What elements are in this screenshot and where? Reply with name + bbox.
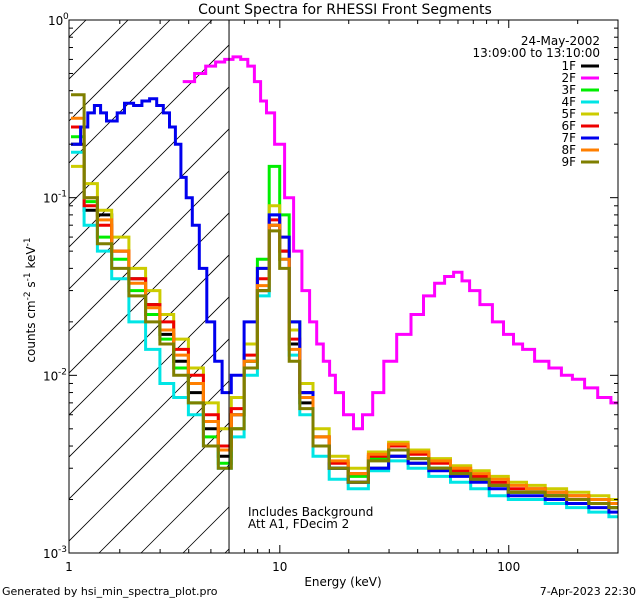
- hatch-line: [69, 212, 230, 374]
- y-tick-base: 10: [43, 547, 58, 561]
- y-tick-label: 10 -2: [43, 367, 67, 383]
- legend-label: 5F: [561, 107, 576, 121]
- x-axis-label: Energy (keV): [304, 575, 381, 589]
- x-tick-label: 100: [497, 560, 520, 574]
- legend-label: 6F: [561, 119, 576, 133]
- legend-label: 3F: [561, 83, 576, 97]
- hatch-line: [98, 422, 230, 553]
- hatch-line: [69, 20, 171, 122]
- plot-frame: [68, 19, 619, 554]
- y-tick-base: 10: [43, 192, 58, 206]
- observation-date: 24-May-2002: [521, 34, 600, 48]
- hatch-line: [69, 170, 230, 332]
- y-tick-exponent: 0: [63, 12, 69, 22]
- y-tick-exponent: -2: [58, 367, 67, 377]
- legend-label: 7F: [561, 131, 576, 145]
- hatch-line: [69, 128, 230, 290]
- y-axis-label: counts cm-2 s-1 keV-1: [23, 237, 38, 362]
- footer-generator: Generated by hsi_min_spectra_plot.pro: [2, 585, 218, 598]
- hatch-line: [69, 380, 230, 542]
- series-line-2F: [182, 55, 618, 431]
- legend-label: 1F: [561, 59, 576, 73]
- y-tick-exponent: -1: [58, 190, 67, 200]
- y-tick-exponent: -3: [58, 545, 67, 555]
- hatch-line: [69, 338, 230, 500]
- chart-title: Count Spectra for RHESSI Front Segments: [198, 2, 492, 18]
- legend-label: 2F: [561, 71, 576, 85]
- attenuator-annotation: Att A1, FDecim 2: [248, 517, 349, 531]
- y-tick-base: 10: [48, 14, 63, 28]
- legend-label: 4F: [561, 95, 576, 109]
- hatch-line: [69, 20, 129, 80]
- footer-timestamp: 7-Apr-2023 22:30: [540, 585, 636, 598]
- legend-label: 9F: [561, 155, 576, 169]
- y-tick-label: 10 0: [48, 12, 69, 28]
- hatched-region: [69, 20, 230, 553]
- hatch-line: [69, 20, 213, 164]
- series-line-9F: [71, 93, 618, 510]
- hatch-line: [69, 44, 230, 206]
- x-tick-label: 10: [272, 560, 287, 574]
- legend-label: 8F: [561, 143, 576, 157]
- y-tick-base: 10: [43, 369, 58, 383]
- x-tick-label: 1: [65, 560, 73, 574]
- y-tick-label: 10 -1: [43, 190, 67, 206]
- observation-time-range: 13:09:00 to 13:10:00: [473, 46, 600, 60]
- series-lines: [71, 55, 618, 519]
- y-tick-label: 10 -3: [43, 545, 67, 561]
- axis-ticks: [69, 19, 619, 554]
- hatch-line: [69, 296, 230, 458]
- background-annotation: Includes Background: [248, 505, 373, 519]
